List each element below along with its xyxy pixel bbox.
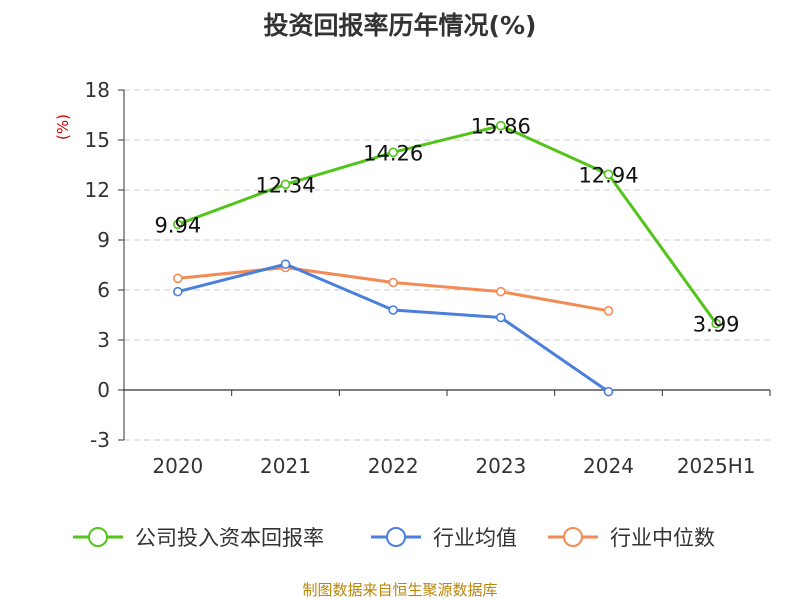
x-tick-label: 2025H1: [677, 454, 756, 478]
data-point: [173, 219, 183, 230]
y-tick-label: 15: [85, 128, 110, 152]
data-point: [603, 386, 614, 397]
x-tick-label: 2023: [475, 454, 526, 478]
data-label: 9.94: [154, 213, 201, 237]
chart-title: 投资回报率历年情况(%): [263, 11, 537, 40]
y-tick-label: 18: [85, 78, 110, 102]
legend-circle-marker: [386, 527, 406, 547]
legend-circle-marker: [88, 527, 108, 547]
x-tick-label: 2020: [152, 454, 203, 478]
y-tick-label: 12: [85, 178, 110, 202]
legend-label: 行业中位数: [610, 526, 715, 550]
series-line: [177, 124, 718, 325]
y-tick-label: 9: [97, 228, 110, 252]
x-tick-label: 2024: [583, 454, 634, 478]
chart-source-note: 制图数据来自恒生聚源数据库: [302, 581, 498, 599]
legend: 公司投入资本回报率 行业均值 行业中位数: [73, 526, 715, 550]
series-lines: [173, 120, 721, 397]
legend-label: 公司投入资本回报率: [135, 526, 324, 550]
data-point: [280, 179, 291, 190]
data-point: [496, 120, 506, 131]
data-point: [173, 273, 183, 284]
legend-circle-marker: [563, 527, 583, 547]
data-label: 12.34: [255, 173, 315, 197]
data-point: [496, 286, 506, 297]
y-tick-label: 0: [97, 378, 110, 402]
data-point: [388, 147, 398, 158]
data-label: 12.94: [578, 163, 638, 187]
x-tick-label: 2021: [260, 454, 311, 478]
data-label: 3.99: [693, 313, 740, 337]
axes: 18 15 12 9 6 3 0 -3 2020 2021 2022 2023 2024 2025H1: [85, 78, 771, 478]
x-tick-label: 2022: [368, 454, 419, 478]
legend-label: 行业均值: [433, 526, 517, 550]
data-point: [173, 286, 183, 297]
data-point: [280, 259, 291, 269]
y-axis-unit-label: (%): [54, 114, 72, 140]
data-labels: 9.94 12.34 14.26 15.86 12.94 3.99: [154, 115, 739, 337]
y-tick-label: 3: [97, 328, 110, 352]
data-point: [388, 277, 398, 288]
data-label: 15.86: [471, 115, 531, 139]
y-tick-label: -3: [90, 428, 110, 452]
data-point: [711, 318, 721, 329]
data-label: 14.26: [363, 141, 423, 165]
y-tick-label: 6: [97, 278, 110, 302]
data-point: [603, 306, 614, 316]
data-point: [496, 312, 506, 323]
data-point: [388, 305, 398, 315]
data-point: [603, 169, 614, 180]
